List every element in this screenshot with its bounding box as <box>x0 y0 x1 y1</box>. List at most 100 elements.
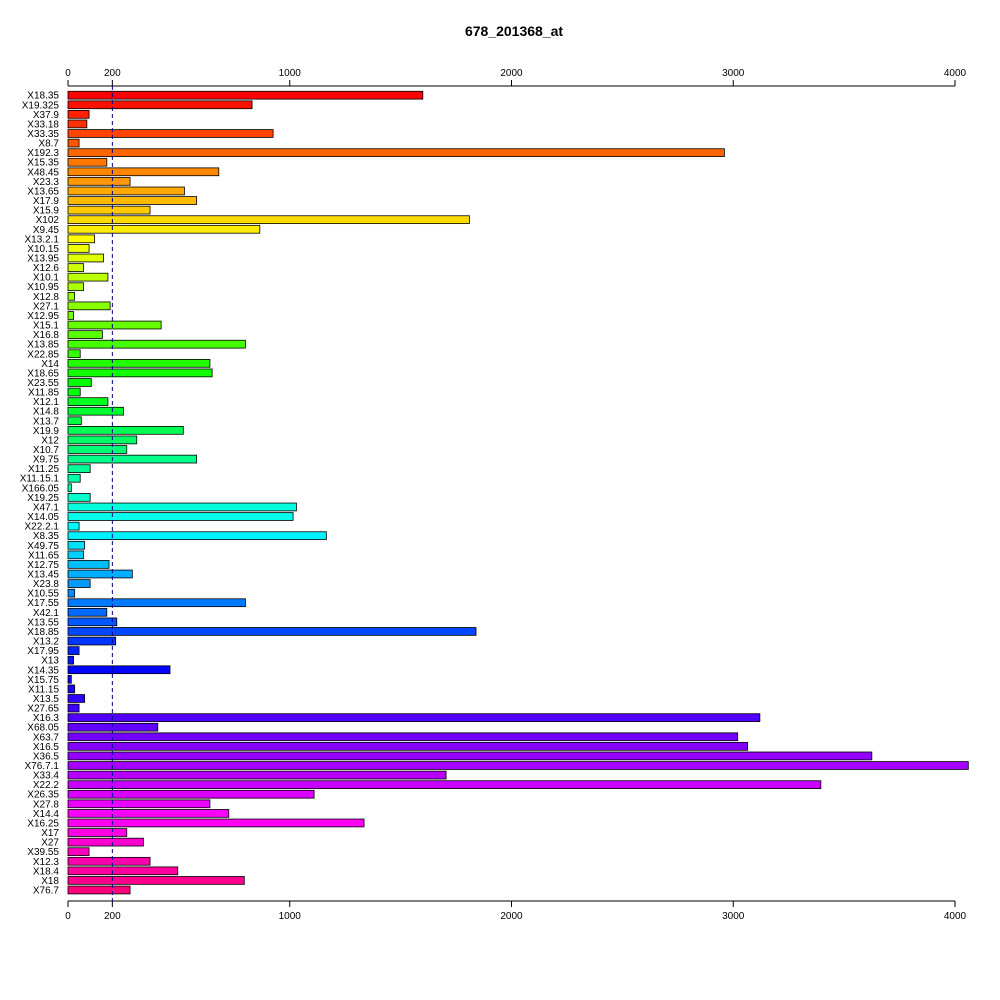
bar <box>67 799 211 809</box>
bottom-axis-tick-label: 2000 <box>500 911 523 922</box>
category-label: X18 <box>41 876 59 887</box>
bar <box>67 435 138 445</box>
category-label: X22.2.1 <box>25 522 60 533</box>
category-label: X13.5 <box>33 694 60 705</box>
bar <box>67 157 108 167</box>
category-label: X18.85 <box>27 627 59 638</box>
bar <box>67 828 128 837</box>
category-label: X13.85 <box>27 340 59 351</box>
category-label: X11.15.1 <box>20 474 60 485</box>
top-axis-tick-label: 2000 <box>500 68 523 79</box>
bar <box>67 579 91 588</box>
category-label: X13.55 <box>27 617 59 628</box>
top-axis-tick-label: 3000 <box>722 68 745 79</box>
category-label: X17 <box>41 828 59 839</box>
bar <box>67 129 274 138</box>
category-label: X49.75 <box>27 541 59 552</box>
bar <box>67 349 81 359</box>
category-label: X37.9 <box>33 110 60 121</box>
category-label: X18.35 <box>27 91 59 102</box>
category-label: X33.18 <box>27 119 59 130</box>
category-label: X13.95 <box>27 253 59 264</box>
category-label: X12.1 <box>33 397 60 408</box>
category-label: X19.9 <box>33 426 60 437</box>
category-label: X13.2.1 <box>25 234 60 245</box>
bar <box>67 493 91 502</box>
category-label: X102 <box>36 215 60 226</box>
category-label: X12.8 <box>33 292 60 303</box>
bar <box>67 387 81 397</box>
category-label: X11.85 <box>28 388 59 399</box>
category-label: X10.7 <box>33 445 60 456</box>
category-label: X13 <box>41 656 59 667</box>
bar <box>67 301 111 311</box>
category-label: X13.45 <box>27 570 59 581</box>
category-label: X13.7 <box>33 416 60 427</box>
bar <box>67 607 108 617</box>
bar <box>67 426 184 435</box>
category-label: X12.3 <box>33 857 60 868</box>
bar <box>67 291 76 301</box>
bar <box>67 148 725 157</box>
bar <box>67 416 82 426</box>
category-label: X33.35 <box>27 129 59 140</box>
bar <box>67 368 213 378</box>
bar <box>67 502 297 512</box>
category-label: X27.8 <box>33 799 60 810</box>
bottom-axis-tick-label: 3000 <box>722 911 745 922</box>
category-label: X16.5 <box>33 742 60 753</box>
bar <box>67 253 104 263</box>
category-label: X18.4 <box>33 866 60 877</box>
bar <box>67 272 109 282</box>
category-labels: X18.35X19.325X37.9X33.18X33.35X8.7X192.3… <box>20 91 60 897</box>
bar <box>67 473 81 483</box>
bar <box>67 330 103 339</box>
category-label: X12.75 <box>27 560 59 571</box>
bar <box>67 588 76 598</box>
bar <box>67 617 118 627</box>
bottom-axis-tick-label: 4000 <box>944 911 967 922</box>
category-label: X27.65 <box>27 704 59 715</box>
bar <box>67 818 365 828</box>
bar <box>67 560 110 569</box>
category-label: X76.7.1 <box>25 761 60 772</box>
category-label: X17.55 <box>27 598 59 609</box>
category-label: X27 <box>41 838 59 849</box>
category-label: X11.25 <box>28 464 59 475</box>
bar <box>67 205 151 215</box>
category-label: X27.1 <box>33 301 60 312</box>
category-label: X15.1 <box>33 321 60 332</box>
bar <box>67 837 144 847</box>
category-label: X23.55 <box>27 378 59 389</box>
bar <box>67 177 131 186</box>
bar <box>67 464 91 473</box>
category-label: X11.15 <box>28 684 59 695</box>
bar <box>67 789 315 799</box>
bar <box>67 100 253 110</box>
bar <box>67 761 969 770</box>
category-label: X10.95 <box>27 282 59 293</box>
category-label: X68.05 <box>27 723 59 734</box>
category-label: X26.35 <box>27 790 59 801</box>
chart-title: 678_201368_at <box>465 23 563 39</box>
top-axis-tick-label: 0 <box>65 68 71 79</box>
category-label: X166.05 <box>22 483 60 494</box>
bar <box>67 512 294 521</box>
category-label: X14.05 <box>27 512 59 523</box>
category-label: X12.6 <box>33 263 60 274</box>
category-label: X11.65 <box>28 550 59 561</box>
bar <box>67 809 230 818</box>
bar <box>67 866 179 876</box>
category-label: X14.35 <box>27 665 59 676</box>
bar <box>67 215 470 225</box>
category-label: X39.55 <box>27 847 59 858</box>
category-label: X19.325 <box>22 100 60 111</box>
bar <box>67 598 246 608</box>
bar <box>67 110 90 119</box>
category-label: X15.9 <box>33 206 60 217</box>
bar <box>67 732 739 742</box>
bar <box>67 665 171 675</box>
bar <box>67 742 749 751</box>
category-label: X15.35 <box>27 158 59 169</box>
